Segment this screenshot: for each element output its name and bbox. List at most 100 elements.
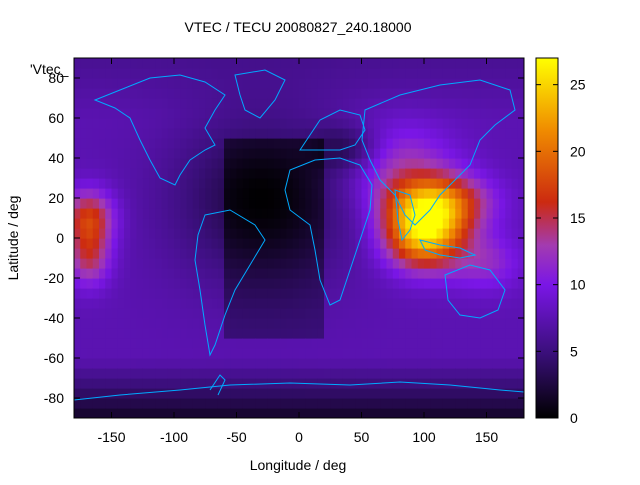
heatmap-cell [261,148,269,159]
heatmap-cell [436,138,444,149]
heatmap-cell [211,348,219,359]
heatmap-cell [355,108,363,119]
heatmap-cell [380,128,388,139]
heatmap-cell [174,68,181,79]
heatmap-cell [511,208,519,219]
heatmap-cell [449,168,456,179]
heatmap-cell [417,168,425,179]
heatmap-cell [336,388,344,399]
heatmap-cell [511,68,519,79]
heatmap-cell [411,288,419,299]
heatmap-cell [392,328,400,339]
heatmap-cell [130,258,138,269]
heatmap-cell [92,128,100,139]
heatmap-cell [324,178,331,189]
heatmap-cell [205,248,213,259]
heatmap-cell [274,388,281,399]
heatmap-cell [205,308,213,319]
heatmap-cell [380,358,388,369]
heatmap-cell [267,148,275,159]
heatmap-cell [105,248,113,259]
colorbar-tick-label: 20 [570,143,586,159]
heatmap-cell [136,378,144,389]
heatmap-cell [305,178,313,189]
heatmap-cell [99,338,106,349]
heatmap-cell [417,278,425,289]
heatmap-cell [480,88,488,99]
heatmap-cell [280,208,288,219]
heatmap-cell [261,238,269,249]
heatmap-cell [92,198,100,209]
heatmap-cell [305,298,313,309]
heatmap-cell [149,388,156,399]
heatmap-cell [405,78,413,89]
heatmap-cell [105,58,113,69]
heatmap-cell [261,398,269,409]
heatmap-cell [186,298,194,309]
heatmap-cell [130,88,138,99]
heatmap-cell [499,278,506,289]
heatmap-cell [336,218,344,229]
heatmap-cell [499,378,506,389]
heatmap-cell [155,248,163,259]
heatmap-cell [211,178,219,189]
heatmap-cell [374,258,381,269]
heatmap-cell [505,108,513,119]
heatmap-cell [349,218,356,229]
heatmap-cell [380,98,388,109]
y-tick-label: -80 [44,390,64,406]
heatmap-cell [330,278,338,289]
heatmap-cell [99,138,106,149]
heatmap-cell [167,148,175,159]
heatmap-cell [224,228,231,239]
colorbar [535,57,559,419]
heatmap-cell [324,98,331,109]
heatmap-cell [249,248,256,259]
heatmap-cell [124,328,131,339]
heatmap-cell [386,318,394,329]
heatmap-cell [392,218,400,229]
heatmap-cell [167,168,175,179]
heatmap-cell [305,268,313,279]
heatmap-cell [80,218,88,229]
heatmap-cell [211,88,219,99]
heatmap-cell [142,158,150,169]
heatmap-cell [261,78,269,89]
heatmap-cell [136,248,144,259]
heatmap-cell [330,368,338,379]
heatmap-cell [474,218,481,229]
heatmap-cell [92,268,100,279]
heatmap-cell [230,308,238,319]
heatmap-cell [386,68,394,79]
heatmap-cell [374,398,381,409]
heatmap-cell [167,138,175,149]
heatmap-cell [461,248,469,259]
heatmap-cell [161,258,169,269]
heatmap-cell [442,158,450,169]
heatmap-cell [155,238,163,249]
heatmap-cell [74,388,81,399]
heatmap-cell [442,288,450,299]
heatmap-cell [192,88,200,99]
heatmap-cell [111,68,119,79]
heatmap-cell [467,228,475,239]
heatmap-cell [417,138,425,149]
heatmap-cell [280,278,288,289]
heatmap-cell [424,188,431,199]
heatmap-cell [486,238,494,249]
heatmap-cell [105,218,113,229]
heatmap-cell [417,198,425,209]
heatmap-cell [249,198,256,209]
heatmap-cell [442,268,450,279]
heatmap-cell [186,328,194,339]
heatmap-cell [130,388,138,399]
heatmap-cell [242,308,250,319]
heatmap-cell [355,348,363,359]
colorbar-tick-label: 10 [570,277,586,293]
heatmap-cell [336,238,344,249]
heatmap-cell [386,148,394,159]
heatmap-cell [211,408,219,418]
heatmap-cell [505,88,513,99]
heatmap-cell [99,148,106,159]
heatmap-cell [274,118,281,129]
